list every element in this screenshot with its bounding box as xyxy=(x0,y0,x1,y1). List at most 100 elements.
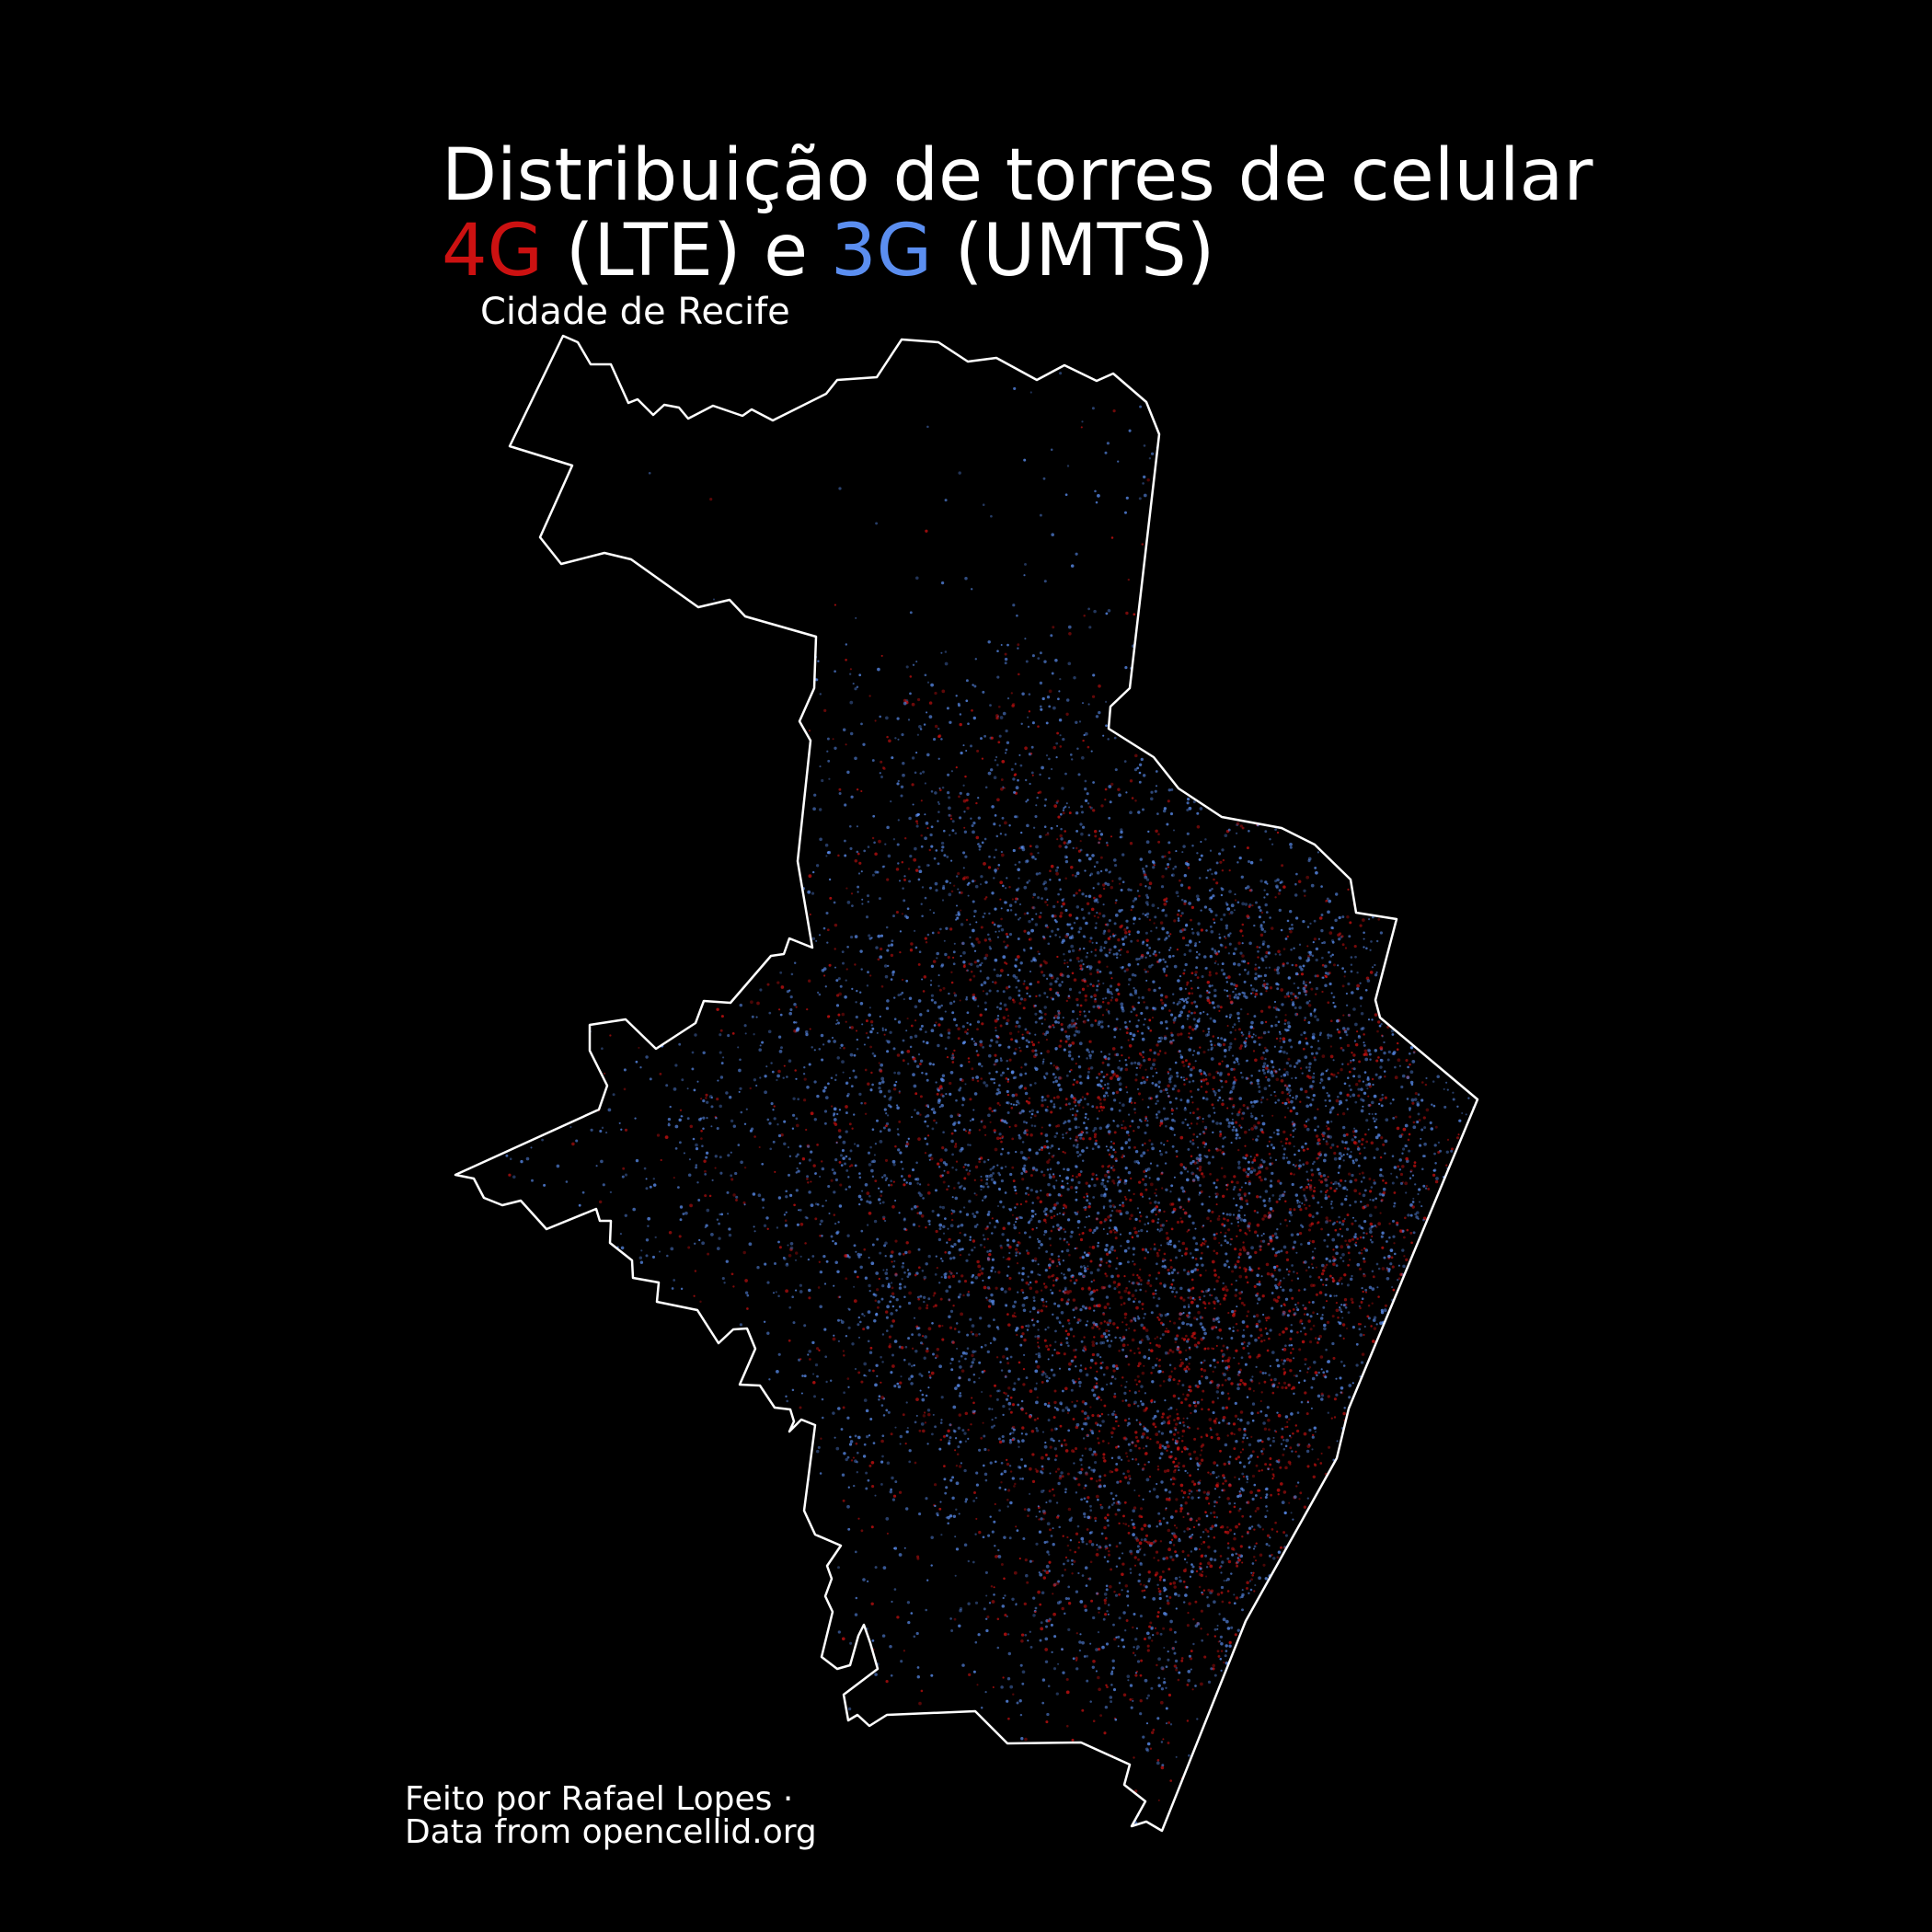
umts-tower-point xyxy=(1156,1116,1159,1120)
umts-tower-point xyxy=(1068,1127,1072,1132)
umts-tower-point xyxy=(999,716,1004,719)
umts-tower-point xyxy=(766,1331,770,1335)
umts-tower-point xyxy=(843,1452,846,1455)
umts-tower-point xyxy=(1351,1161,1355,1165)
umts-tower-point xyxy=(924,836,927,841)
umts-tower-point xyxy=(1184,962,1188,967)
lte-tower-point xyxy=(1308,1239,1312,1243)
umts-tower-point xyxy=(948,1031,951,1035)
umts-tower-point xyxy=(669,1105,672,1109)
umts-tower-point xyxy=(922,1040,926,1043)
lte-tower-point xyxy=(687,1246,691,1249)
umts-tower-point xyxy=(1146,896,1150,900)
lte-tower-point xyxy=(1101,1061,1105,1064)
lte-tower-point xyxy=(776,981,780,984)
lte-tower-point xyxy=(1306,1465,1310,1468)
umts-tower-point xyxy=(1053,1134,1057,1139)
umts-tower-point xyxy=(1178,1671,1181,1674)
umts-tower-point xyxy=(1273,1000,1277,1004)
lte-tower-point xyxy=(1308,1365,1312,1369)
umts-tower-point xyxy=(1143,1355,1147,1359)
umts-tower-point xyxy=(1112,1148,1116,1152)
lte-tower-point xyxy=(845,658,847,661)
lte-tower-point xyxy=(1271,1114,1274,1117)
umts-tower-point xyxy=(1322,1174,1326,1178)
umts-tower-point xyxy=(1079,822,1083,826)
lte-tower-point xyxy=(1286,1098,1290,1101)
umts-tower-point xyxy=(856,1047,859,1051)
umts-tower-point xyxy=(1144,1585,1148,1589)
umts-tower-point xyxy=(840,1319,843,1322)
umts-tower-point xyxy=(1374,1118,1378,1121)
lte-tower-point xyxy=(1343,1298,1348,1302)
umts-tower-point xyxy=(1294,916,1299,920)
umts-tower-point xyxy=(1067,1585,1071,1589)
umts-tower-point xyxy=(926,425,929,429)
umts-tower-point xyxy=(1052,1073,1055,1076)
umts-tower-point xyxy=(1206,1245,1210,1248)
umts-tower-point xyxy=(1222,1152,1225,1156)
lte-tower-point xyxy=(777,1069,781,1074)
lte-tower-point xyxy=(1198,1295,1202,1299)
umts-tower-point xyxy=(1144,1018,1146,1020)
lte-tower-point xyxy=(1200,1086,1203,1088)
umts-tower-point xyxy=(1106,1063,1110,1067)
umts-tower-point xyxy=(1051,1292,1054,1294)
umts-tower-point xyxy=(825,1380,828,1384)
umts-tower-point xyxy=(1017,647,1019,650)
lte-tower-point xyxy=(1139,1582,1143,1586)
lte-tower-point xyxy=(1042,1301,1045,1304)
umts-tower-point xyxy=(1388,1236,1391,1239)
umts-tower-point xyxy=(1121,853,1125,857)
lte-tower-point xyxy=(1011,1403,1016,1407)
umts-tower-point xyxy=(578,1203,581,1207)
umts-tower-point xyxy=(1118,949,1121,952)
umts-tower-point xyxy=(1134,1536,1138,1540)
lte-tower-point xyxy=(1179,1296,1183,1300)
lte-tower-point xyxy=(1226,1542,1230,1545)
lte-tower-point xyxy=(1313,1186,1316,1190)
umts-tower-point xyxy=(995,1059,999,1063)
umts-tower-point xyxy=(1172,1268,1176,1272)
umts-tower-point xyxy=(1064,959,1066,961)
lte-tower-point xyxy=(863,1248,866,1251)
umts-tower-point xyxy=(1220,1669,1223,1673)
lte-tower-point xyxy=(1066,1724,1069,1728)
umts-tower-point xyxy=(667,1117,672,1121)
umts-tower-point xyxy=(1321,1314,1324,1317)
umts-tower-point xyxy=(891,1600,893,1604)
umts-tower-point xyxy=(1054,1458,1057,1462)
lte-tower-point xyxy=(909,949,914,952)
lte-tower-point xyxy=(834,604,836,606)
umts-tower-point xyxy=(1212,1470,1215,1475)
lte-tower-point xyxy=(1230,1382,1234,1386)
umts-tower-point xyxy=(1069,959,1073,962)
umts-tower-point xyxy=(972,880,975,883)
umts-tower-point xyxy=(883,1219,887,1223)
umts-tower-point xyxy=(885,1316,889,1319)
lte-tower-point xyxy=(1341,1323,1346,1327)
umts-tower-point xyxy=(1039,965,1042,968)
umts-tower-point xyxy=(1260,927,1264,931)
umts-tower-point xyxy=(1127,888,1131,891)
lte-tower-point xyxy=(1285,1225,1289,1227)
umts-tower-point xyxy=(1319,1190,1323,1193)
umts-tower-point xyxy=(1064,1490,1067,1494)
umts-tower-point xyxy=(980,737,983,741)
umts-tower-point xyxy=(836,1318,841,1322)
umts-tower-point xyxy=(1077,930,1081,934)
umts-tower-point xyxy=(893,1547,898,1550)
umts-tower-point xyxy=(1141,1195,1144,1198)
lte-tower-point xyxy=(1121,1572,1124,1576)
lte-tower-point xyxy=(829,896,833,900)
umts-tower-point xyxy=(982,1046,984,1049)
umts-tower-point xyxy=(1043,1229,1048,1234)
lte-tower-point xyxy=(892,1180,895,1183)
umts-tower-point xyxy=(1186,1340,1190,1343)
lte-tower-point xyxy=(1265,1262,1270,1267)
lte-tower-point xyxy=(937,735,941,739)
umts-tower-point xyxy=(1119,835,1122,839)
lte-tower-point xyxy=(1282,1037,1286,1041)
umts-tower-point xyxy=(1008,1208,1013,1212)
umts-tower-point xyxy=(1070,926,1074,930)
